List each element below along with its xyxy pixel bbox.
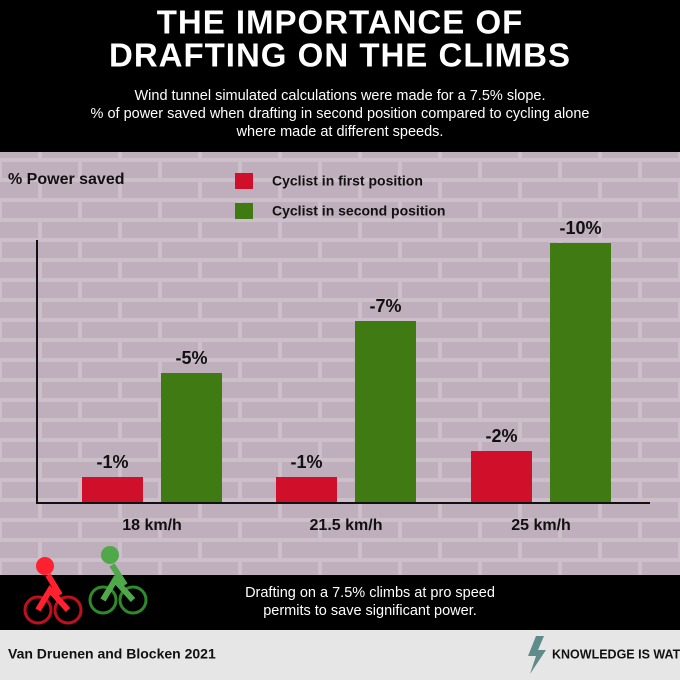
subtitle: Wind tunnel simulated calculations were …	[134, 88, 545, 104]
bar	[82, 477, 143, 503]
legend-label: Cyclist in first position	[272, 173, 423, 189]
y-axis-label: % Power saved	[8, 171, 125, 188]
brand: KNOWLEDGE IS WATT	[552, 647, 680, 661]
header-band	[0, 0, 680, 152]
subtitle: % of power saved when drafting in second…	[91, 106, 590, 122]
note: Drafting on a 7.5% climbs at pro speed	[245, 585, 495, 601]
chart-title: DRAFTING ON THE CLIMBS	[109, 37, 571, 74]
subtitle: where made at different speeds.	[236, 124, 444, 140]
legend: Cyclist in first position Cyclist in seco…	[235, 173, 445, 219]
bar	[276, 477, 337, 503]
value-label: -10%	[559, 218, 601, 238]
bar	[355, 321, 416, 503]
plot: 18 km/h -1% -5% 21.5 km/h -1% -7% 25 km/h -2% -1…	[82, 218, 611, 534]
legend-swatch	[235, 203, 253, 219]
value-label: -1%	[290, 452, 322, 472]
bar	[550, 243, 611, 503]
legend-swatch	[235, 173, 253, 189]
value-label: -1%	[96, 452, 128, 472]
x-tick-label: 18 km/h	[122, 517, 182, 534]
note: permits to save significant power.	[263, 603, 477, 619]
value-label: -5%	[175, 348, 207, 368]
x-tick-label: 25 km/h	[511, 517, 571, 534]
chart-title: THE IMPORTANCE OF	[157, 4, 524, 41]
brand-logo	[528, 636, 546, 674]
footer-band	[0, 630, 680, 680]
cyclist-icons	[23, 546, 148, 625]
value-label: -7%	[369, 296, 401, 316]
bar	[471, 451, 532, 503]
x-tick-label: 21.5 km/h	[310, 517, 383, 534]
source: Van Druenen and Blocken 2021	[8, 646, 216, 662]
value-label: -2%	[485, 426, 517, 446]
legend-label: Cyclist in second position	[272, 203, 445, 219]
bar	[161, 373, 222, 503]
